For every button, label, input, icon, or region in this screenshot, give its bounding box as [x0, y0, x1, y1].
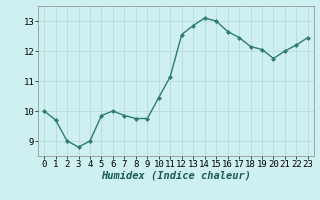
X-axis label: Humidex (Indice chaleur): Humidex (Indice chaleur)	[101, 171, 251, 181]
